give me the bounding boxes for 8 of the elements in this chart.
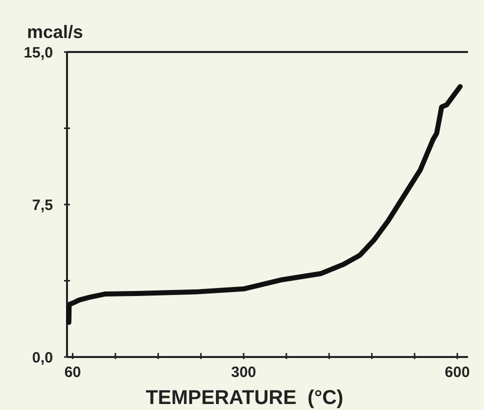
x-tick-label: 60 [64,364,82,381]
x-tick-label: 600 [444,364,470,381]
x-tick-label: 300 [231,364,256,381]
y-tick-label: 0,0 [32,349,53,366]
y-tick-label: 15,0 [24,44,53,62]
y-tick-label: 7,5 [32,196,53,214]
y-axis-title: mcal/s [27,22,84,42]
x-axis-title: TEMPERATURE (°C) [146,387,344,409]
